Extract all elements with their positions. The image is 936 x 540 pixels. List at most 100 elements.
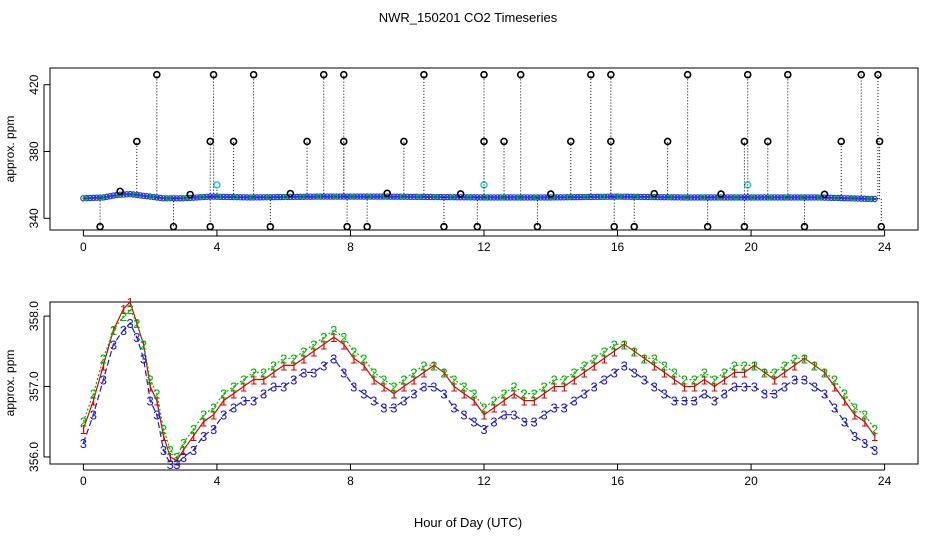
bottom-series-1-marker: 1 — [260, 372, 267, 387]
bottom-series-1-marker: 1 — [400, 380, 407, 395]
bottom-series-1-marker: 1 — [771, 372, 778, 387]
bottom-series-2-marker: 2 — [400, 372, 407, 387]
top-median-point — [247, 194, 254, 201]
top-outlier-mid — [400, 137, 408, 146]
top-outlier-low — [740, 222, 749, 231]
top-flag-point — [166, 195, 172, 201]
top-median-point — [467, 194, 474, 201]
top-median-point — [116, 191, 124, 198]
top-extreme-point — [186, 190, 195, 199]
top-median-point — [731, 194, 738, 201]
bottom-series-3-marker: 3 — [290, 372, 297, 387]
bottom-series-2-marker: 2 — [160, 422, 167, 437]
bottom-series-1-marker: 1 — [100, 358, 107, 373]
bottom-series-2-marker: 2 — [751, 358, 758, 373]
top-median-point — [797, 194, 805, 201]
bottom-series-2-marker: 2 — [200, 408, 207, 423]
bottom-series-3-marker: 3 — [280, 380, 287, 395]
bottom-series-2-marker: 2 — [520, 387, 527, 402]
bottom-series-1-marker: 1 — [290, 358, 297, 373]
top-extreme-point — [820, 190, 829, 199]
top-median-point — [317, 193, 324, 200]
bottom-series-2-marker: 2 — [270, 358, 277, 373]
bottom-series-2-marker: 2 — [440, 365, 447, 380]
top-median-point — [741, 194, 748, 201]
bottom-series-3-marker: 3 — [90, 408, 97, 423]
bottom-series-3-marker: 3 — [641, 372, 648, 387]
top-median-point — [607, 193, 615, 200]
top-median-point — [80, 195, 87, 202]
bottom-series-1-marker: 1 — [581, 365, 588, 380]
bottom-series-3-marker: 3 — [100, 372, 107, 387]
bottom-series-1-marker: 1 — [80, 422, 87, 437]
bottom-series-1-marker: 1 — [450, 380, 457, 395]
top-median-point — [207, 193, 214, 200]
top-median-point — [200, 193, 207, 201]
top-median-point — [166, 195, 174, 202]
top-median-point — [414, 193, 421, 201]
bottom-x-tick-label: 20 — [744, 474, 758, 488]
bottom-series-2-marker: 2 — [140, 337, 147, 352]
top-median-point — [484, 194, 491, 201]
bottom-series-2-marker: 2 — [490, 394, 497, 409]
top-median-point — [280, 193, 287, 201]
top-median-point — [801, 194, 808, 201]
bottom-series-3-marker: 3 — [140, 351, 147, 366]
top-panel: approx. ppm 0 4 8 12 16 20 24 340 380 420 — [3, 67, 919, 254]
bottom-series-3-marker: 3 — [851, 429, 858, 444]
bottom-series-1-marker: 1 — [851, 408, 858, 423]
top-median-point — [96, 194, 104, 201]
top-outlier-mid — [837, 137, 846, 146]
bottom-series-3-marker: 3 — [270, 380, 277, 395]
top-flag-point — [232, 194, 238, 200]
top-median-point — [357, 193, 364, 200]
bottom-x-tick-label: 8 — [347, 474, 354, 488]
bottom-series-2-marker: 2 — [821, 365, 828, 380]
bottom-series-3-marker: 3 — [160, 443, 167, 458]
top-median-point — [424, 193, 431, 201]
bottom-series-1-marker: 1 — [133, 316, 140, 331]
bottom-series-3-marker: 3 — [340, 365, 347, 380]
bottom-series-2-marker: 2 — [127, 302, 134, 317]
top-median-point — [156, 194, 164, 202]
bottom-series-1-marker: 1 — [310, 344, 317, 359]
top-outlier-high — [480, 70, 488, 79]
bottom-series-3-marker: 3 — [360, 387, 367, 402]
bottom-series-2-marker: 2 — [811, 358, 818, 373]
top-outlier-high — [249, 70, 258, 79]
bottom-series-1-marker: 1 — [601, 351, 608, 366]
top-median-point — [624, 193, 631, 200]
top-x-tick-label: 20 — [744, 240, 758, 254]
bottom-series-3-marker: 3 — [430, 380, 437, 395]
top-outlier-low — [703, 222, 712, 231]
top-median-point — [751, 194, 758, 201]
bottom-series-1-marker: 1 — [127, 295, 134, 310]
top-median-point — [500, 194, 508, 201]
bottom-series-2-marker: 2 — [530, 387, 537, 402]
top-median-point — [103, 193, 110, 201]
top-median-point — [430, 193, 438, 201]
top-median-point — [834, 194, 842, 202]
bottom-series-1-marker: 1 — [641, 351, 648, 366]
bottom-y-axis-label: approx. ppm — [3, 350, 17, 417]
top-outlier-mid — [133, 137, 141, 146]
bottom-series-1-marker: 1 — [761, 365, 768, 380]
top-median-point — [524, 194, 531, 201]
bottom-series-3-marker: 3 — [120, 323, 127, 338]
bottom-series-2-marker: 2 — [771, 365, 778, 380]
top-median-point — [233, 193, 241, 201]
bottom-series-3-marker: 3 — [731, 380, 738, 395]
bottom-series-3-marker: 3 — [370, 394, 377, 409]
bottom-series-1-marker: 1 — [230, 387, 237, 402]
bottom-series-3-marker: 3 — [210, 422, 217, 437]
top-outlier-low — [533, 222, 542, 231]
top-extreme-point — [650, 189, 659, 198]
bottom-series-1-marker: 1 — [90, 394, 97, 409]
bottom-series-3-marker: 3 — [701, 387, 708, 402]
bottom-series-3-marker: 3 — [127, 316, 134, 331]
bottom-series-1-marker: 1 — [731, 365, 738, 380]
bottom-series-3-marker: 3 — [400, 394, 407, 409]
bottom-series-2-marker: 2 — [167, 443, 174, 458]
top-outlier-mid — [500, 137, 508, 146]
bottom-series-1-marker: 1 — [190, 429, 197, 444]
